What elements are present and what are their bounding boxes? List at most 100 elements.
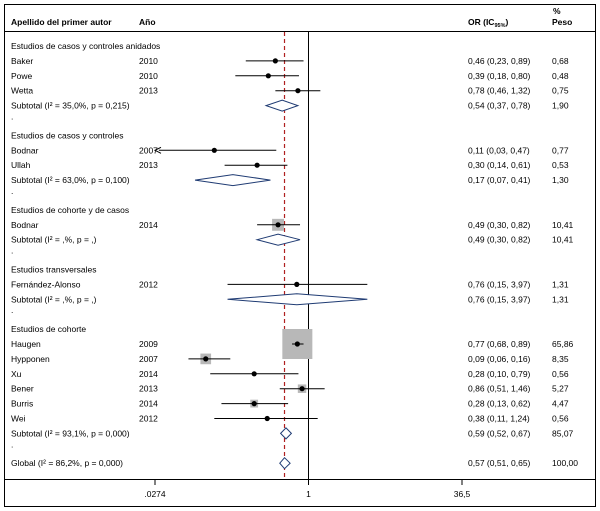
subtotal-or-ci: 0,17 (0,07, 0,41) xyxy=(468,175,531,185)
overall-or-ci: 0,57 (0,51, 0,65) xyxy=(468,458,531,468)
study-year: 2010 xyxy=(139,71,158,81)
study-point xyxy=(294,341,300,347)
study-year: 2012 xyxy=(139,414,158,424)
study-year: 2010 xyxy=(139,56,158,66)
study-weight: 10,41 xyxy=(552,220,574,230)
study-weight: 0,48 xyxy=(552,71,569,81)
subtotal-label: Subtotal (I² = 63,0%, p = 0,100) xyxy=(11,175,130,185)
overall-diamond xyxy=(279,456,291,470)
study-or-ci: 0,49 (0,30, 0,82) xyxy=(468,220,531,230)
subtotal-label: Subtotal (I² = ,%, p = ,) xyxy=(11,235,97,245)
spacer-dot: . xyxy=(11,186,13,196)
study-year: 2014 xyxy=(139,399,158,409)
study-or-ci: 0,09 (0,06, 0,16) xyxy=(468,354,531,364)
forest-rows: Estudios de casos y controles anidados Ba… xyxy=(11,41,578,470)
study-author: Burris xyxy=(11,399,33,409)
study-point xyxy=(203,356,209,362)
study-or-ci: 0,28 (0,13, 0,62) xyxy=(468,399,531,409)
subgroup-heading: Estudios de casos y controles anidados xyxy=(11,41,160,51)
subtotal-label: Subtotal (I² = 93,1%, p = 0,000) xyxy=(11,428,130,438)
study-point xyxy=(251,371,257,377)
x-axis-ticks: .0274 1 36,5 xyxy=(144,480,471,499)
study-point xyxy=(254,162,260,168)
study-weight: 0,75 xyxy=(552,86,569,96)
study-year: 2014 xyxy=(139,220,158,230)
study-weight: 0,56 xyxy=(552,369,569,379)
subtotal-diamond xyxy=(264,99,300,112)
header-percent: % xyxy=(553,6,561,16)
study-weight: 0,68 xyxy=(552,56,569,66)
subtotal-diamond xyxy=(194,174,271,187)
subgroup-heading: Estudios de casos y controles xyxy=(11,130,123,140)
study-weight: 65,86 xyxy=(552,339,574,349)
study-year: 2007 xyxy=(139,145,158,155)
x-tick-label: 36,5 xyxy=(454,489,471,499)
spacer-dot: . xyxy=(11,439,13,449)
study-author: Fernández-Alonso xyxy=(11,279,81,289)
truncation-arrow-icon xyxy=(153,146,162,154)
study-weight: 4,47 xyxy=(552,399,569,409)
study-author: Bodnar xyxy=(11,220,39,230)
header-author: Apellido del primer autor xyxy=(11,17,112,27)
study-point xyxy=(265,73,271,79)
study-point xyxy=(299,386,305,392)
spacer-dot: . xyxy=(11,112,13,122)
subtotal-diamond xyxy=(255,233,301,246)
study-or-ci: 0,86 (0,51, 1,46) xyxy=(468,384,531,394)
study-author: Powe xyxy=(11,71,33,81)
study-author: Bener xyxy=(11,384,34,394)
study-author: Ullah xyxy=(11,160,31,170)
subtotal-weight: 1,90 xyxy=(552,101,569,111)
study-point xyxy=(251,401,257,407)
subtotal-weight: 1,30 xyxy=(552,175,569,185)
study-year: 2013 xyxy=(139,384,158,394)
study-author: Hypponen xyxy=(11,354,50,364)
subtotal-or-ci: 0,59 (0,52, 0,67) xyxy=(468,428,531,438)
study-year: 2013 xyxy=(139,86,158,96)
spacer-dot: . xyxy=(11,246,13,256)
study-author: Xu xyxy=(11,369,22,379)
subtotal-weight: 85,07 xyxy=(552,428,574,438)
study-year: 2014 xyxy=(139,369,158,379)
header-year: Año xyxy=(139,17,156,27)
study-author: Wetta xyxy=(11,86,33,96)
x-tick-label: 1 xyxy=(306,489,311,499)
study-or-ci: 0,78 (0,46, 1,32) xyxy=(468,86,531,96)
study-or-ci: 0,11 (0,03, 0,47) xyxy=(468,145,530,155)
study-point xyxy=(264,415,270,422)
study-year: 2009 xyxy=(139,339,158,349)
study-point xyxy=(211,147,217,153)
overall-weight: 100,00 xyxy=(552,458,578,468)
study-year: 2013 xyxy=(139,160,158,170)
outer-frame xyxy=(4,4,596,507)
study-year: 2007 xyxy=(139,354,158,364)
subtotal-or-ci: 0,76 (0,15, 3,97) xyxy=(468,294,531,304)
study-year: 2012 xyxy=(139,279,158,289)
study-author: Bodnar xyxy=(11,145,39,155)
study-or-ci: 0,30 (0,14, 0,61) xyxy=(468,160,531,170)
subtotal-label: Subtotal (I² = 35,0%, p = 0,215) xyxy=(11,101,130,111)
study-or-ci: 0,46 (0,23, 0,89) xyxy=(468,56,531,66)
subtotal-or-ci: 0,49 (0,30, 0,82) xyxy=(468,235,531,245)
subgroup-heading: Estudios de cohorte xyxy=(11,324,86,334)
study-weight: 0,53 xyxy=(552,160,569,170)
subtotal-label: Subtotal (I² = ,%, p = ,) xyxy=(11,294,97,304)
subtotal-diamond xyxy=(227,293,368,306)
header-weight: Peso xyxy=(552,17,572,27)
subtotal-weight: 1,31 xyxy=(552,294,569,304)
study-weight: 1,31 xyxy=(552,279,569,289)
study-or-ci: 0,77 (0,68, 0,89) xyxy=(468,339,531,349)
subgroup-heading: Estudios transversales xyxy=(11,265,97,275)
study-author: Baker xyxy=(11,56,33,66)
study-author: Haugen xyxy=(11,339,41,349)
x-tick-label: .0274 xyxy=(144,489,166,499)
study-weight: 8,35 xyxy=(552,354,569,364)
study-or-ci: 0,38 (0,11, 1,24) xyxy=(468,414,530,424)
subgroup-heading: Estudios de cohorte y de casos xyxy=(11,205,129,215)
study-point xyxy=(295,88,301,94)
subtotal-diamond xyxy=(279,427,293,440)
study-point xyxy=(272,58,278,64)
study-or-ci: 0,39 (0,18, 0,80) xyxy=(468,71,531,81)
